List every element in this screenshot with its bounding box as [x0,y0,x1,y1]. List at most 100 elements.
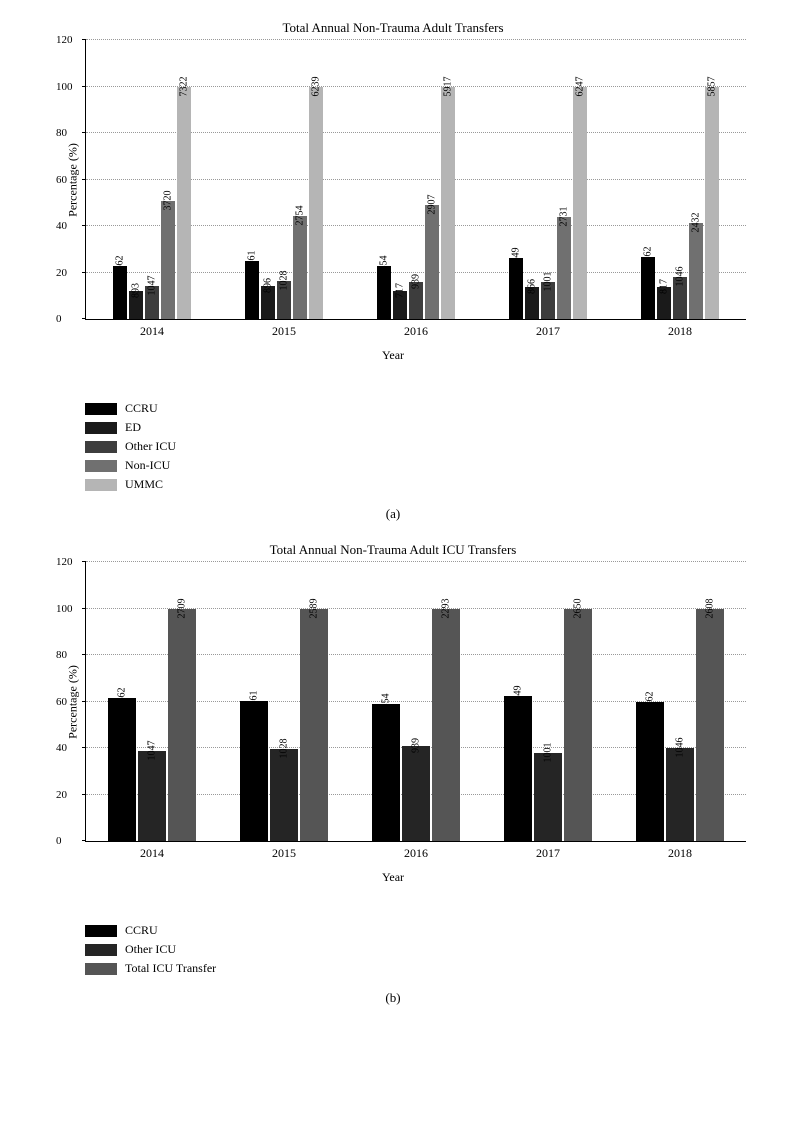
legend-swatch [85,422,117,434]
bar-value-label: 817 [659,279,670,294]
legend-item: UMMC [85,477,756,492]
bar: 1649 [504,696,532,841]
x-tick-label: 2017 [536,846,560,861]
legend-label: Total ICU Transfer [125,961,216,976]
bar: 896 [261,286,275,319]
bar: 1662 [113,266,127,319]
bar-value-label: 896 [263,278,274,293]
bar: 7322 [177,87,191,320]
y-tick-label: 120 [56,34,73,46]
legend-swatch [85,479,117,491]
bar-group: 1562817104624325857 [641,87,719,320]
x-tick-label: 2017 [536,324,560,339]
legend-item: CCRU [85,401,756,416]
bar: 1001 [541,282,555,319]
bar-group: 166210472709 [108,609,196,842]
legend-label: Non-ICU [125,458,170,473]
legend-swatch [85,944,117,956]
chart-b-plot: Percentage (%) 0204060801001201662104727… [85,562,746,842]
chart-a-sublabel: (a) [30,506,756,522]
bar-value-label: 1028 [279,270,290,290]
chart-a-plot: Percentage (%) 0204060801001201662893104… [85,40,746,320]
legend-swatch [85,925,117,937]
bar: 2608 [696,609,724,842]
chart-a-title: Total Annual Non-Trauma Adult Transfers [30,20,756,36]
bar-value-label: 3720 [163,190,174,210]
legend-swatch [85,963,117,975]
y-tick-label: 120 [56,556,73,568]
bar: 939 [409,282,423,319]
y-tick-label: 0 [56,835,62,847]
legend-item: Other ICU [85,439,756,454]
bar: 1047 [145,286,159,319]
bar: 1001 [534,753,562,841]
legend-swatch [85,441,117,453]
legend-label: Other ICU [125,439,176,454]
bar-value-label: 2650 [573,598,584,618]
bar-value-label: 1562 [643,246,654,266]
legend-label: CCRU [125,923,158,938]
bar-value-label: 1649 [513,686,524,706]
legend-label: UMMC [125,477,163,492]
legend-swatch [85,460,117,472]
bar: 717 [393,291,407,319]
bar: 5857 [705,87,719,320]
bar: 2650 [564,609,592,842]
bar-value-label: 1047 [147,275,158,295]
bar: 3720 [161,201,175,319]
bar-value-label: 1028 [279,738,290,758]
x-tick-label: 2016 [404,324,428,339]
bar-value-label: 717 [395,283,406,298]
bar: 1561 [245,261,259,319]
bar: 1562 [636,702,664,841]
bar: 817 [657,287,671,319]
x-tick-label: 2016 [404,846,428,861]
bar: 939 [402,746,430,841]
bar-group: 135471793929075917 [377,87,455,320]
chart-a: Total Annual Non-Trauma Adult Transfers … [30,20,756,522]
bar-value-label: 1001 [543,743,554,763]
legend-label: CCRU [125,401,158,416]
bar: 893 [129,291,143,319]
chart-b-sublabel: (b) [30,990,756,1006]
bar-group: 1662893104737207322 [113,87,191,320]
legend-label: Other ICU [125,942,176,957]
bar-value-label: 2907 [427,194,438,214]
bar: 2754 [293,216,307,319]
legend-item: ED [85,420,756,435]
y-tick-label: 60 [56,174,67,186]
y-tick-label: 0 [56,313,62,325]
chart-b: Total Annual Non-Trauma Adult ICU Transf… [30,542,756,1006]
bar-value-label: 2731 [559,207,570,227]
y-tick-label: 100 [56,603,73,615]
bar: 1046 [666,748,694,841]
bar: 2589 [300,609,328,842]
bar: 6239 [309,87,323,320]
bar-value-label: 2608 [705,598,716,618]
chart-b-legend: CCRU Other ICU Total ICU Transfer [85,923,756,976]
bar-value-label: 2293 [441,598,452,618]
bar-value-label: 1001 [543,271,554,291]
legend-item: Non-ICU [85,458,756,473]
bar: 1028 [277,281,291,319]
bar-group: 1649866100127316247 [509,87,587,320]
bar-group: 13549392293 [372,609,460,842]
y-tick-label: 40 [56,220,67,232]
bar-value-label: 1046 [675,737,686,757]
x-tick-label: 2015 [272,846,296,861]
bar-value-label: 6239 [311,76,322,96]
bar: 2907 [425,205,439,319]
legend-item: CCRU [85,923,756,938]
x-tick-label: 2018 [668,324,692,339]
bar-group: 1561 1028 2589 [240,609,328,842]
x-tick-label: 2018 [668,846,692,861]
bar-value-label: 893 [131,283,142,298]
bar: 1561 [240,701,268,841]
bar-value-label: 1562 [645,691,656,711]
bar-value-label: 939 [411,738,422,753]
bar: 1662 [108,698,136,841]
chart-b-ylabel: Percentage (%) [65,665,80,739]
bar: 1649 [509,258,523,319]
bar-value-label: 2432 [691,212,702,232]
grid-line [86,39,746,40]
